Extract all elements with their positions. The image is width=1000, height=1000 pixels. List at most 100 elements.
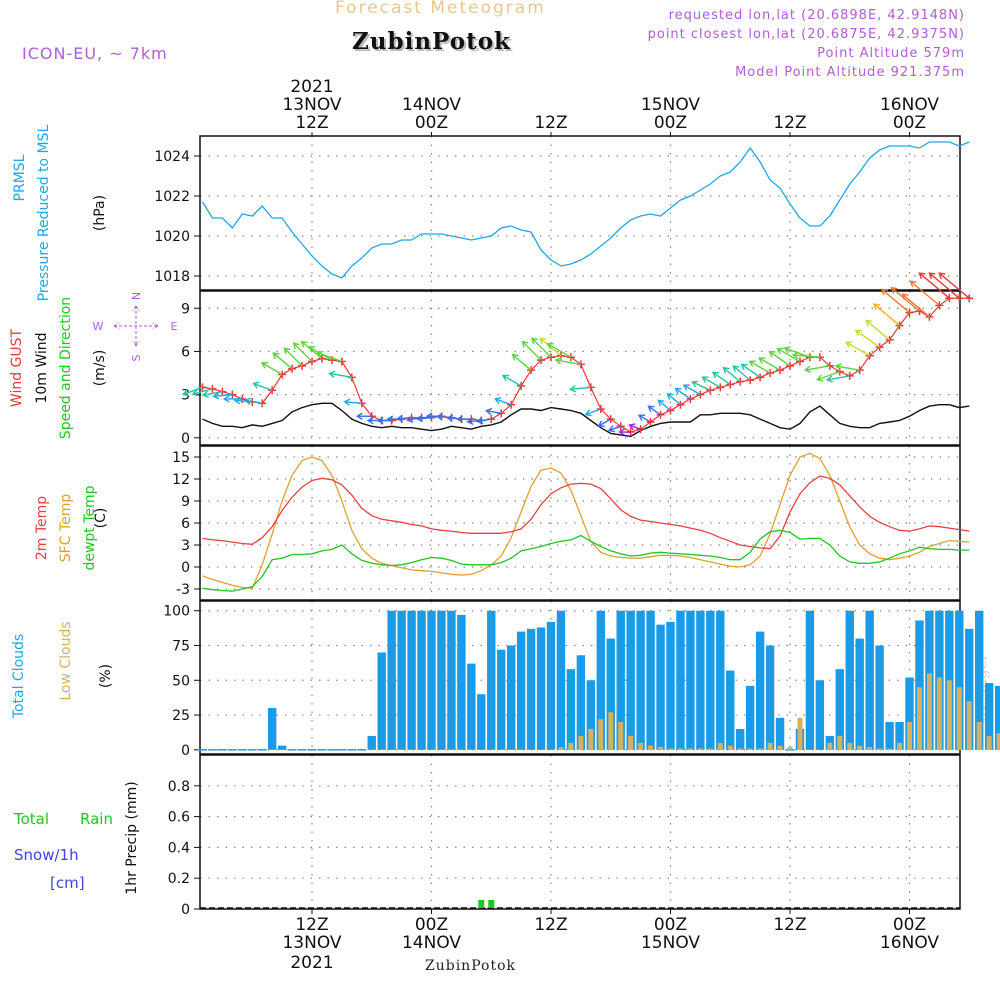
wind-arrow-head (521, 340, 529, 348)
total-cloud-bar (477, 694, 486, 750)
wind-direction-arrow (723, 367, 741, 383)
low-cloud-bar (648, 745, 654, 750)
wind-direction-arrow (910, 280, 940, 306)
total-cloud-bar (765, 645, 775, 750)
low-cloud-bar (867, 747, 873, 750)
total-cloud-bar (885, 722, 894, 750)
total-cloud-bar (437, 610, 446, 750)
y-tick-label: 0 (181, 743, 190, 759)
wind-direction-arrow (202, 391, 223, 396)
wind-arrow-head (355, 412, 363, 420)
total-cloud-bar (277, 745, 287, 750)
gust-point-marker (656, 410, 665, 419)
wind-speed-series-line (202, 402, 970, 438)
low-cloud-bar (847, 742, 853, 750)
wind-direction-arrow (827, 375, 850, 381)
y-tick-label: 0 (181, 431, 190, 447)
total-cloud-bar (387, 610, 396, 750)
y-tick-label: 1020 (154, 229, 190, 245)
total-cloud-bar (596, 610, 605, 750)
wind-arrow-head (711, 371, 719, 379)
wind-arrow-head (928, 272, 936, 279)
total-cloud-bar (706, 610, 715, 750)
wind-arrow-head (938, 272, 946, 279)
y-tick-label: 3 (181, 388, 190, 404)
total-cloud-bar (835, 669, 844, 750)
wind-direction-arrow (272, 352, 293, 370)
wind-direction-arrow (182, 386, 203, 396)
temp-2m-series-line (202, 475, 970, 550)
y-tick-label: 25 (172, 708, 190, 724)
wind-direction-arrow (758, 357, 781, 371)
low-cloud-bar (837, 735, 843, 750)
bottom-date-label: 16NOV (880, 933, 939, 953)
requested-coords: requested lon,lat (20.6898E, 42.9148N) (668, 8, 965, 23)
bottom-date-label: 15NOV (641, 933, 700, 953)
wind-arrow-head (308, 346, 316, 353)
point-altitude: Point Altitude 579m (817, 46, 965, 61)
precip-cm-label: [cm] (50, 874, 85, 892)
wind-direction-arrow (329, 372, 352, 379)
footer-place-name: ZubinPotok (425, 958, 517, 974)
low-cloud-bar (946, 680, 952, 750)
wind-arrow-head (872, 303, 880, 310)
total-cloud-bar (397, 610, 406, 750)
wind-arrow-head (901, 293, 909, 301)
total-cloud-bar (676, 610, 685, 750)
low-cloud-bar (907, 722, 912, 750)
wind-direction-arrow (598, 418, 612, 427)
top-year-label: 2021 (290, 77, 333, 97)
wind-arrow-head (607, 425, 616, 433)
bottom-year-label: 2021 (290, 953, 333, 973)
closest-coords: point closest lon,lat (20.6875E, 42.9375… (647, 27, 965, 42)
y-tick-label: 6 (181, 516, 190, 532)
pressure-series-line (201, 141, 970, 279)
total-cloud-bar (427, 610, 436, 750)
rain-bar (488, 899, 495, 908)
wind-arrow-head (511, 353, 519, 361)
wind-arrow-head (300, 340, 308, 348)
precip-snow-label: Snow/1h (14, 846, 79, 864)
wind-arrow-head (272, 352, 280, 359)
wind-direction-arrow (902, 293, 930, 318)
wind-arrow-head (909, 280, 917, 288)
total-cloud-bar (905, 677, 914, 750)
wind-arrow-head (531, 337, 539, 345)
gust-point-marker (666, 406, 675, 415)
total-cloud-bar (576, 655, 586, 750)
wind-direction-arrow (648, 405, 661, 416)
y-tick-label: 6 (181, 344, 190, 360)
wind-arrow-head (243, 397, 252, 405)
low-cloud-bar (996, 733, 1000, 750)
wind-arrow-head (637, 414, 646, 421)
low-cloud-bar (916, 687, 922, 750)
y-tick-label: 0 (181, 560, 190, 576)
compass-east: E (171, 320, 178, 333)
wind-direction-arrow (675, 387, 691, 400)
total-cloud-bar (736, 728, 745, 750)
wind-direction-arrow (547, 343, 572, 358)
wind-arrow-head (366, 416, 374, 425)
wind-direction-arrow (555, 359, 581, 366)
wind-direction-arrow (486, 410, 502, 415)
low-cloud-bar (767, 742, 773, 750)
wind-direction-arrow (301, 341, 323, 360)
wind-direction-arrow (873, 303, 900, 327)
total-cloud-bar (845, 610, 854, 750)
wind-direction-arrow (732, 365, 751, 381)
gust-point-marker (746, 376, 755, 385)
wind-direction-arrow (938, 272, 970, 299)
gust-point-marker (507, 400, 516, 409)
wind-arrow-head (501, 374, 510, 382)
total-cloud-bar (506, 645, 516, 750)
total-cloud-bar (755, 631, 765, 750)
low-cloud-bar (668, 748, 673, 750)
total-cloud-bar (616, 610, 625, 750)
gust-point-marker (935, 301, 944, 310)
low-cloud-bar (717, 742, 723, 750)
wind-direction-arrow (608, 425, 621, 432)
wind-arrow-head (494, 397, 502, 405)
total-cloud-bar (805, 610, 815, 750)
wind-direction-arrow (741, 363, 761, 378)
wind-direction-arrow (522, 341, 542, 361)
